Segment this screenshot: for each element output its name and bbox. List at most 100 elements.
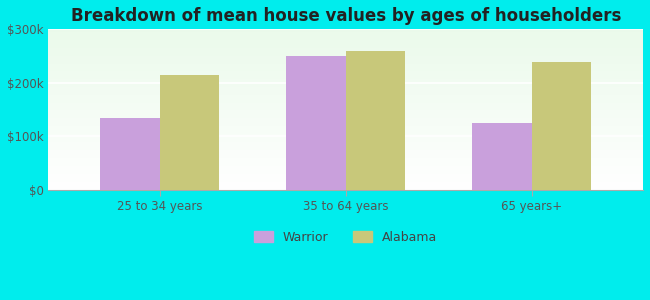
Bar [49, 154, 643, 155]
Bar [49, 96, 643, 97]
Bar [49, 152, 643, 153]
Bar [49, 71, 643, 72]
Bar [49, 63, 643, 64]
Bar [49, 138, 643, 139]
Bar [49, 129, 643, 130]
Bar [49, 128, 643, 129]
Bar [49, 38, 643, 39]
Bar [49, 78, 643, 79]
Bar [49, 112, 643, 113]
Bar [49, 51, 643, 52]
Bar [49, 126, 643, 127]
Bar [49, 123, 643, 124]
Bar [49, 74, 643, 75]
Bar [49, 155, 643, 156]
Bar [49, 139, 643, 140]
Bar [49, 115, 643, 116]
Bar [49, 33, 643, 34]
Bar [49, 144, 643, 145]
Bar [49, 133, 643, 134]
Bar [49, 174, 643, 175]
Bar [49, 75, 643, 76]
Bar [49, 43, 643, 44]
Bar [49, 111, 643, 112]
Bar [49, 187, 643, 188]
Bar [49, 131, 643, 132]
Bar [49, 85, 643, 86]
Bar [49, 34, 643, 35]
Bar [49, 137, 643, 138]
Bar [49, 153, 643, 154]
Bar [49, 68, 643, 69]
Bar [49, 148, 643, 149]
Bar [49, 173, 643, 174]
Bar [49, 36, 643, 37]
Bar [49, 106, 643, 107]
Bar [49, 87, 643, 88]
Bar [49, 107, 643, 108]
Bar [49, 179, 643, 180]
Bar [49, 60, 643, 61]
Bar [49, 157, 643, 158]
Bar [49, 97, 643, 98]
Bar [49, 79, 643, 80]
Bar [49, 69, 643, 70]
Bar [49, 130, 643, 131]
Bar [472, 123, 532, 190]
Bar [49, 188, 643, 189]
Bar [49, 49, 643, 50]
Bar [49, 48, 643, 49]
Bar [49, 83, 643, 84]
Bar [346, 51, 405, 190]
Bar [49, 116, 643, 117]
Bar [49, 149, 643, 150]
Bar [49, 98, 643, 99]
Bar [49, 180, 643, 181]
Bar [49, 177, 643, 178]
Bar [49, 80, 643, 81]
Bar [49, 45, 643, 46]
Bar [49, 168, 643, 169]
Bar [49, 143, 643, 144]
Bar [49, 37, 643, 38]
Bar [49, 42, 643, 43]
Bar [49, 134, 643, 135]
Bar [49, 167, 643, 168]
Bar [49, 160, 643, 161]
Bar [49, 182, 643, 183]
Bar [49, 169, 643, 170]
Bar [49, 135, 643, 136]
Bar [49, 125, 643, 126]
Bar [49, 100, 643, 101]
Bar [49, 163, 643, 164]
Bar [49, 172, 643, 173]
Bar [49, 81, 643, 82]
Bar [49, 147, 643, 148]
Bar [49, 132, 643, 133]
Bar [49, 104, 643, 105]
Bar [49, 171, 643, 172]
Bar [49, 30, 643, 31]
Bar [49, 108, 643, 109]
Bar [49, 164, 643, 165]
Legend: Warrior, Alabama: Warrior, Alabama [248, 225, 444, 250]
Bar [49, 114, 643, 115]
Bar [49, 103, 643, 104]
Bar [49, 181, 643, 182]
Bar [49, 185, 643, 186]
Bar [49, 90, 643, 91]
Bar [49, 124, 643, 125]
Bar [49, 161, 643, 162]
Bar [49, 189, 643, 190]
Bar [49, 86, 643, 87]
Bar [49, 170, 643, 171]
Bar [49, 101, 643, 102]
Bar [49, 166, 643, 167]
Bar [49, 145, 643, 146]
Bar [49, 52, 643, 53]
Bar [49, 46, 643, 47]
Bar [49, 57, 643, 58]
Bar [49, 117, 643, 118]
Bar [49, 110, 643, 111]
Bar [49, 59, 643, 60]
